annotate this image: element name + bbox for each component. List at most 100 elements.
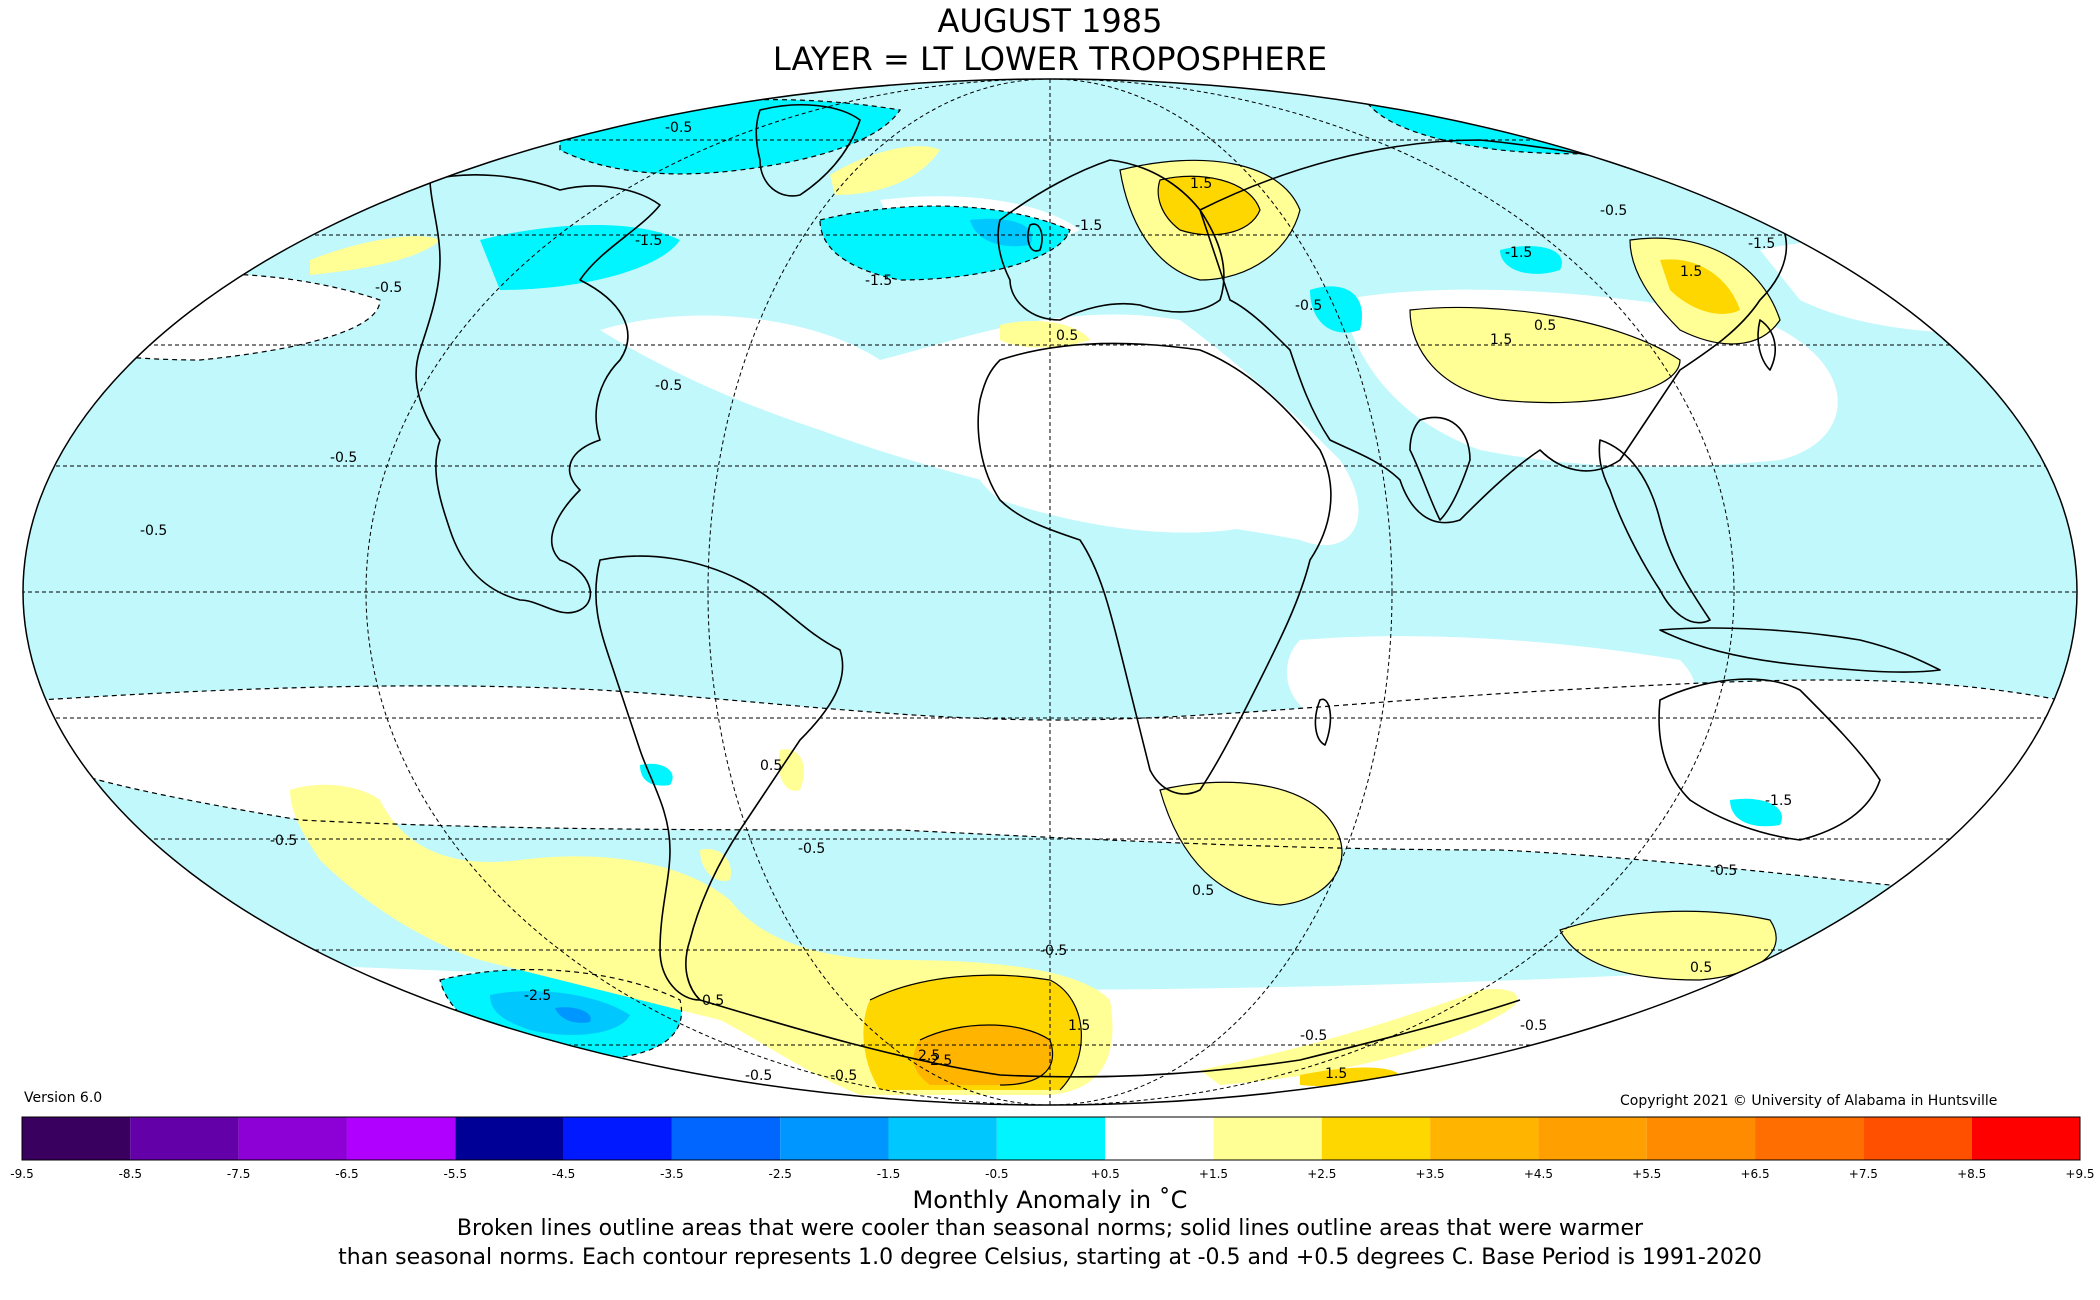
contour-label: -1.5 bbox=[865, 273, 892, 289]
contour-warm-25-antarctic bbox=[919, 1024, 1054, 1086]
contour-warm-15-antarctic bbox=[869, 974, 1082, 1091]
indonesia-outline bbox=[1659, 627, 1941, 673]
colorbar-swatch bbox=[1755, 1117, 1864, 1160]
colorbar-swatch bbox=[671, 1117, 781, 1160]
copyright-label: Copyright 2021 © University of Alabama i… bbox=[1620, 1093, 1998, 1109]
colorbar-swatch bbox=[888, 1117, 997, 1160]
colorbar-tick-label: -6.5 bbox=[335, 1167, 359, 1181]
antarctica-outline bbox=[699, 999, 1521, 1078]
colorbar-tick-label: +2.5 bbox=[1307, 1167, 1337, 1181]
field-cool-15-north-atlantic bbox=[480, 225, 680, 290]
version-label: Version 6.0 bbox=[24, 1090, 103, 1106]
colorbar-swatch bbox=[780, 1117, 889, 1160]
colorbar-tick-label: +3.5 bbox=[1415, 1167, 1445, 1181]
contour-label: 1.5 bbox=[1068, 1018, 1090, 1034]
uk-outline bbox=[1027, 223, 1043, 252]
contour-label: -0.5 bbox=[1295, 298, 1322, 314]
colorbar-swatch bbox=[22, 1117, 131, 1160]
colorbar bbox=[21, 1116, 2081, 1161]
colorbar-tick-label: -0.5 bbox=[985, 1167, 1009, 1181]
contour-label: 0.5 bbox=[1192, 883, 1214, 899]
contour-label: -0.5 bbox=[1710, 863, 1737, 879]
field-cool-25-north-atlantic bbox=[970, 218, 1032, 247]
contour-label: 0.5 bbox=[702, 993, 724, 1009]
colorbar-swatch bbox=[1105, 1117, 1214, 1160]
field-warm-05-north-pacific bbox=[310, 236, 440, 275]
map-title-line2: LAYER = LT LOWER TROPOSPHERE bbox=[772, 40, 1328, 78]
colorbar-tick-label: +8.5 bbox=[1957, 1167, 1987, 1181]
south-america-outline bbox=[595, 555, 844, 1001]
colorbar-tick-label: -2.5 bbox=[768, 1167, 792, 1181]
colorbar-tick-label: -5.5 bbox=[443, 1167, 467, 1181]
contour-warm-05-siberia bbox=[1629, 237, 1781, 345]
contour-label: -1.5 bbox=[1075, 218, 1102, 234]
colorbar-tick-label: +4.5 bbox=[1523, 1167, 1553, 1181]
contour-label: -0.5 bbox=[1040, 943, 1067, 959]
contour-warm-15-russia bbox=[1157, 175, 1261, 236]
australia-outline bbox=[1658, 678, 1881, 841]
contour-label: 0.5 bbox=[1534, 318, 1556, 334]
colorbar-swatch bbox=[455, 1117, 564, 1160]
southeast-asia-outline bbox=[1598, 439, 1711, 624]
contour-label: -2.5 bbox=[925, 1053, 952, 1069]
colorbar-tick-label: +7.5 bbox=[1848, 1167, 1878, 1181]
colorbar-tick-label: +9.5 bbox=[2065, 1167, 2095, 1181]
contour-label: 1.5 bbox=[1325, 1066, 1347, 1082]
contour-label: -0.5 bbox=[665, 120, 692, 136]
field-cool-15-australia bbox=[1730, 798, 1782, 827]
contour-label: -0.5 bbox=[330, 450, 357, 466]
contour-label: -0.5 bbox=[1600, 203, 1627, 219]
contour-label: -0.5 bbox=[745, 1068, 772, 1084]
contour-label: -2.5 bbox=[524, 988, 551, 1004]
colorbar-swatch bbox=[1321, 1117, 1431, 1160]
field-warm-15-siberia bbox=[1660, 259, 1740, 314]
colorbar-tick-label: -8.5 bbox=[118, 1167, 143, 1181]
field-warm-15-antarctic-east bbox=[1300, 1067, 1400, 1087]
contour-label: -1.5 bbox=[1765, 793, 1792, 809]
colorbar-tick-label: -9.5 bbox=[10, 1167, 34, 1181]
globe-outline bbox=[22, 78, 2078, 1106]
colorbar-swatch bbox=[1213, 1117, 1322, 1160]
contour-cool-15-arctic bbox=[1359, 85, 1721, 155]
europe-outline bbox=[997, 159, 1225, 321]
field-warm-05-antarctic-east bbox=[1200, 989, 1518, 1085]
colorbar-tick-label: -1.5 bbox=[876, 1167, 901, 1181]
contour-label: -0.5 bbox=[140, 523, 167, 539]
colorbar-swatch bbox=[238, 1117, 347, 1160]
colorbar-swatch bbox=[1646, 1117, 1756, 1160]
colorbar-tick-label: +5.5 bbox=[1632, 1167, 1662, 1181]
field-cool-35-south-pacific bbox=[555, 1007, 591, 1023]
contour-label: -0.5 bbox=[1300, 1028, 1327, 1044]
legend-note-line1: Broken lines outline areas that were coo… bbox=[456, 1216, 1644, 1241]
madagascar-outline bbox=[1314, 698, 1332, 746]
field-cool-15-central-asia bbox=[1500, 246, 1562, 274]
colorbar-swatch bbox=[563, 1117, 672, 1160]
field-warm-05-south-brazil bbox=[778, 749, 804, 791]
contour-label: -0.5 bbox=[798, 841, 825, 857]
colorbar-swatch bbox=[1538, 1117, 1647, 1160]
contour-label: 1.5 bbox=[1190, 176, 1212, 192]
field-warm-05-south-africa bbox=[1160, 782, 1342, 905]
contour-label: 0.5 bbox=[1690, 960, 1712, 976]
field-warm-05-mongolia bbox=[1410, 307, 1680, 403]
contour-label: 1.5 bbox=[1680, 264, 1702, 280]
colorbar-swatch bbox=[1430, 1117, 1539, 1160]
colorbar-tick-label: -4.5 bbox=[551, 1167, 576, 1181]
contour-label: 0.5 bbox=[1056, 328, 1078, 344]
colorbar-swatch bbox=[346, 1117, 456, 1160]
contour-label: -0.5 bbox=[375, 280, 402, 296]
contour-label-group: -0.5 -0.5 -0.5 -0.5 -0.5 -0.5 -0.5 -0.5 … bbox=[140, 120, 1792, 1084]
field-warm-05-south-pacific-east bbox=[1560, 911, 1777, 980]
colorbar-border bbox=[21, 1116, 2081, 1161]
units-label: Monthly Anomaly in ˚C bbox=[912, 1186, 1188, 1214]
colorbar-tick-label: +0.5 bbox=[1090, 1167, 1120, 1181]
contour-label: -0.5 bbox=[270, 833, 297, 849]
contour-label: 0.5 bbox=[760, 758, 782, 774]
contour-cool-15-greenland bbox=[559, 99, 902, 175]
contour-cool-05-south bbox=[39, 679, 2061, 721]
contour-label: -1.5 bbox=[1748, 236, 1775, 252]
india-outline bbox=[1409, 416, 1471, 521]
field-neutral-africa-interior bbox=[962, 370, 1284, 533]
greenland-outline bbox=[755, 104, 861, 197]
